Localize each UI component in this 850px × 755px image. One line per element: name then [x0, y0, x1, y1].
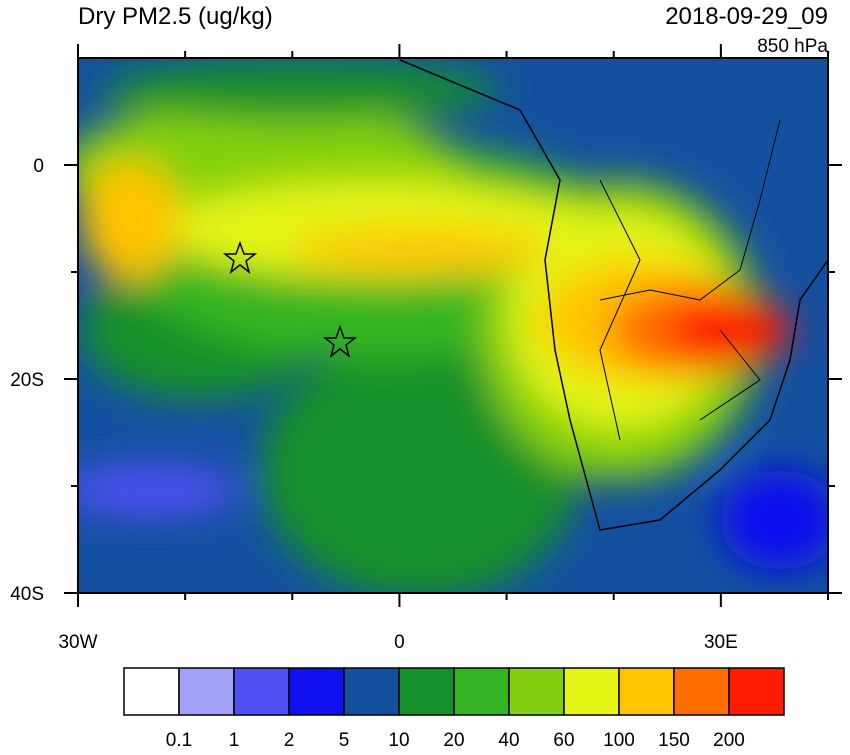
lat-tick-label: 20S — [10, 370, 44, 391]
colorbar-label: 100 — [603, 730, 635, 750]
colorbar-label: 5 — [339, 730, 350, 750]
colorbar-box — [233, 667, 290, 716]
colorbar-box — [178, 667, 235, 716]
colorbar-box — [563, 667, 620, 716]
colorbar-box — [508, 667, 565, 716]
lon-tick-label: 0 — [394, 632, 405, 653]
colorbar-label: 60 — [553, 730, 574, 750]
colorbar-label: 0.1 — [166, 730, 192, 750]
time: 2018-09-29_09 — [665, 3, 828, 30]
colorbar-label: 40 — [498, 730, 519, 750]
field — [78, 58, 828, 593]
colorbar: 0.1 1 2 5 10 20 40 60 100 150 200 — [123, 667, 785, 751]
colorbar-box — [453, 667, 510, 716]
colorbar-label: 10 — [388, 730, 409, 750]
colorbar-box — [343, 667, 400, 716]
axes: 30W 0 30E 0 20S 40S — [10, 44, 842, 653]
lat-tick-label: 0 — [33, 156, 44, 177]
title: Dry PM2.5 (ug/kg) — [78, 3, 273, 30]
colorbar-label: 1 — [229, 730, 240, 750]
colorbar-box — [673, 667, 730, 716]
colorbar-box — [288, 667, 345, 716]
colorbar-box — [618, 667, 675, 716]
colorbar-box — [728, 667, 785, 716]
lon-tick-label: 30E — [704, 632, 738, 653]
level: 850 hPa — [757, 36, 828, 57]
colorbar-box — [398, 667, 455, 716]
map-frame — [77, 57, 829, 594]
colorbar-box — [123, 667, 180, 716]
colorbar-label: 2 — [284, 730, 295, 750]
lat-tick-label: 40S — [10, 584, 44, 605]
lon-tick-label: 30W — [58, 632, 97, 653]
colorbar-label: 20 — [443, 730, 464, 750]
colorbar-label: 200 — [713, 730, 745, 750]
colorbar-label: 150 — [658, 730, 690, 750]
